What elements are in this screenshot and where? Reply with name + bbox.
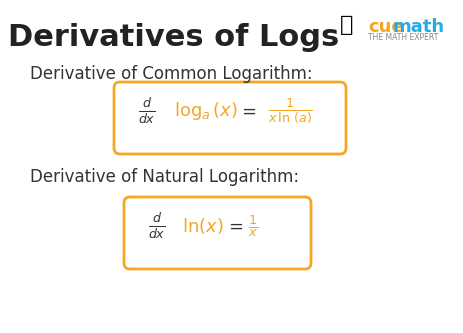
- Text: Derivative of Natural Logarithm:: Derivative of Natural Logarithm:: [30, 168, 299, 186]
- Text: $=$: $=$: [225, 217, 244, 235]
- Text: math: math: [393, 18, 445, 36]
- FancyBboxPatch shape: [124, 197, 311, 269]
- Text: $\frac{d}{dx}$: $\frac{d}{dx}$: [148, 211, 166, 241]
- Text: $=$: $=$: [238, 102, 257, 120]
- Text: $\frac{d}{dx}$: $\frac{d}{dx}$: [138, 96, 156, 126]
- Text: 🚀: 🚀: [340, 15, 353, 35]
- FancyBboxPatch shape: [114, 82, 346, 154]
- Text: Derivative of Common Logarithm:: Derivative of Common Logarithm:: [30, 65, 313, 83]
- Text: Derivatives of Logs: Derivatives of Logs: [8, 23, 339, 52]
- Text: THE MATH EXPERT: THE MATH EXPERT: [368, 33, 438, 42]
- Text: $\frac{1}{x}$: $\frac{1}{x}$: [248, 213, 258, 239]
- Text: $\log_{a}(x)$: $\log_{a}(x)$: [174, 100, 238, 122]
- Text: $\frac{1}{x\,\ln\,(a)}$: $\frac{1}{x\,\ln\,(a)}$: [268, 97, 313, 126]
- Text: cue: cue: [368, 18, 404, 36]
- Text: $\ln(x)$: $\ln(x)$: [182, 216, 224, 236]
